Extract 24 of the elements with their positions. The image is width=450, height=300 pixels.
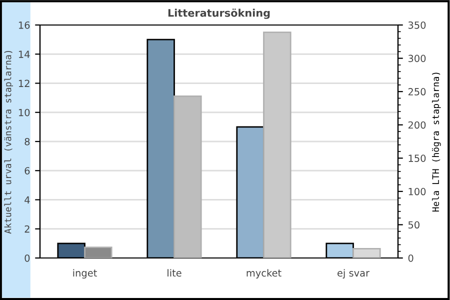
y2-tick-label: 150	[408, 154, 426, 162]
y2-axis-title: Hela LTH (högra staplarna)	[432, 72, 441, 212]
y-tick-label: 16	[18, 21, 30, 29]
y-tick-label: 0	[24, 254, 30, 262]
x-tick-label: ej svar	[338, 269, 370, 279]
chart-title: Litteratursökning	[168, 8, 270, 19]
y-tick-label: 8	[24, 138, 30, 146]
y-tick-label: 4	[24, 196, 30, 204]
y2-tick-label: 100	[408, 188, 426, 196]
y-tick-label: 6	[24, 167, 30, 174]
x-tick-label: mycket	[246, 269, 282, 279]
y-tick-label: 10	[18, 108, 30, 116]
y2-tick-label: 250	[408, 88, 426, 96]
y2-tick-label: 0	[408, 254, 414, 262]
y2-tick-label: 350	[408, 21, 426, 29]
y2-tick-label: 300	[408, 54, 426, 62]
x-tick-label: lite	[168, 269, 182, 277]
x-tick-label: inget	[73, 269, 97, 279]
y-axis-title: Aktuellt urval (vänstra staplarna)	[4, 50, 13, 234]
y-tick-label: 12	[18, 80, 30, 87]
y2-tick-label: 50	[408, 221, 420, 229]
y-tick-label: 14	[18, 50, 30, 58]
y-tick-label: 2	[24, 225, 30, 233]
y2-tick-label: 200	[408, 121, 426, 129]
